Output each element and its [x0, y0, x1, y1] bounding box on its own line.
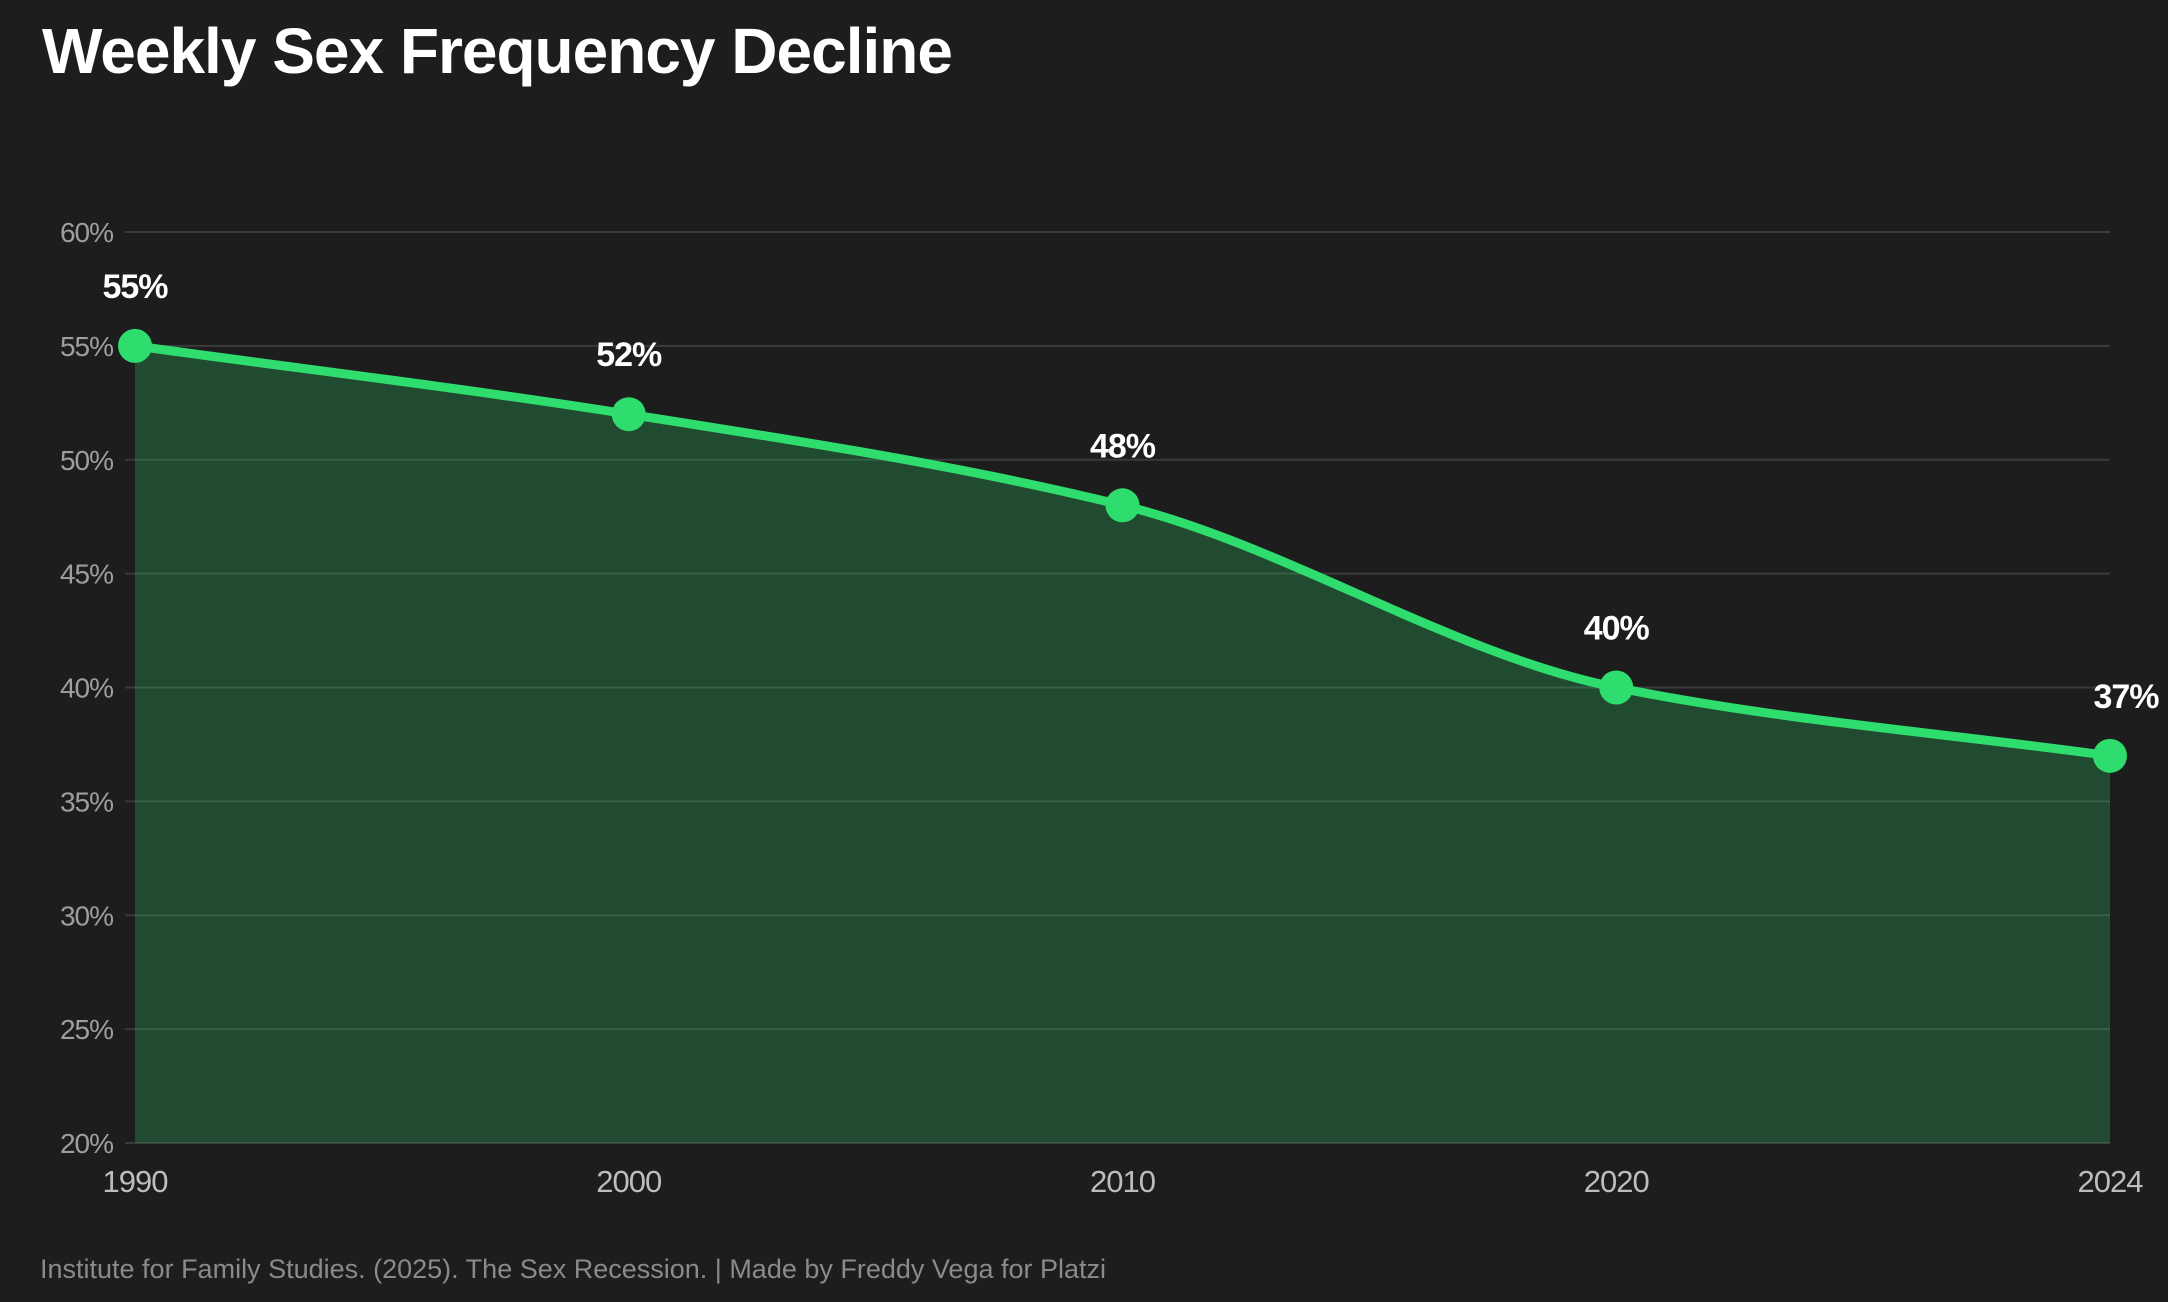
data-point [1599, 670, 1634, 705]
data-point [1105, 488, 1140, 523]
data-point [118, 328, 152, 363]
data-point-label: 37% [2093, 678, 2159, 716]
data-point-label: 55% [102, 268, 168, 306]
source-attribution: Institute for Family Studies. (2025). Th… [40, 1254, 1107, 1284]
data-point [2093, 738, 2127, 773]
y-tick-label: 50% [60, 445, 113, 476]
x-tick-label: 2024 [2078, 1164, 2144, 1199]
x-tick-label: 1990 [103, 1164, 169, 1199]
y-tick-label: 40% [60, 673, 113, 704]
chart-title: Weekly Sex Frequency Decline [42, 15, 953, 87]
data-point-label: 52% [596, 336, 662, 374]
y-tick-label: 30% [60, 900, 113, 931]
x-tick-label: 2010 [1090, 1164, 1156, 1199]
area-fill [135, 345, 2110, 1143]
data-point [611, 397, 646, 432]
y-tick-label: 45% [60, 559, 113, 590]
data-point-label: 48% [1090, 427, 1156, 465]
data-point-label: 40% [1584, 610, 1650, 648]
y-tick-label: 55% [60, 331, 113, 362]
y-tick-label: 35% [60, 786, 113, 817]
y-tick-label: 60% [60, 217, 113, 248]
y-tick-label: 20% [60, 1128, 113, 1159]
y-tick-label: 25% [60, 1014, 113, 1045]
x-tick-label: 2000 [596, 1164, 662, 1199]
x-tick-label: 2020 [1584, 1164, 1650, 1199]
